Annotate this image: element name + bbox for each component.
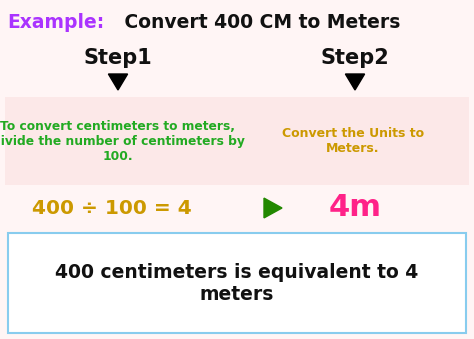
Text: 400 ÷ 100 = 4: 400 ÷ 100 = 4 [32,199,192,218]
Text: Convert the Units to
Meters.: Convert the Units to Meters. [282,127,424,155]
Text: Example:: Example: [7,13,104,32]
Text: 400 centimeters is equivalent to 4
meters: 400 centimeters is equivalent to 4 meter… [55,262,419,303]
Polygon shape [264,198,282,218]
Text: Step2: Step2 [320,48,389,68]
Polygon shape [346,74,365,90]
Text: 4m: 4m [328,194,382,222]
Text: To convert centimeters to meters,
divide the number of centimeters by
100.: To convert centimeters to meters, divide… [0,120,245,162]
Text: Step1: Step1 [83,48,152,68]
Polygon shape [109,74,128,90]
FancyBboxPatch shape [5,97,469,185]
Text: Convert 400 CM to Meters: Convert 400 CM to Meters [105,13,401,32]
FancyBboxPatch shape [8,233,466,333]
